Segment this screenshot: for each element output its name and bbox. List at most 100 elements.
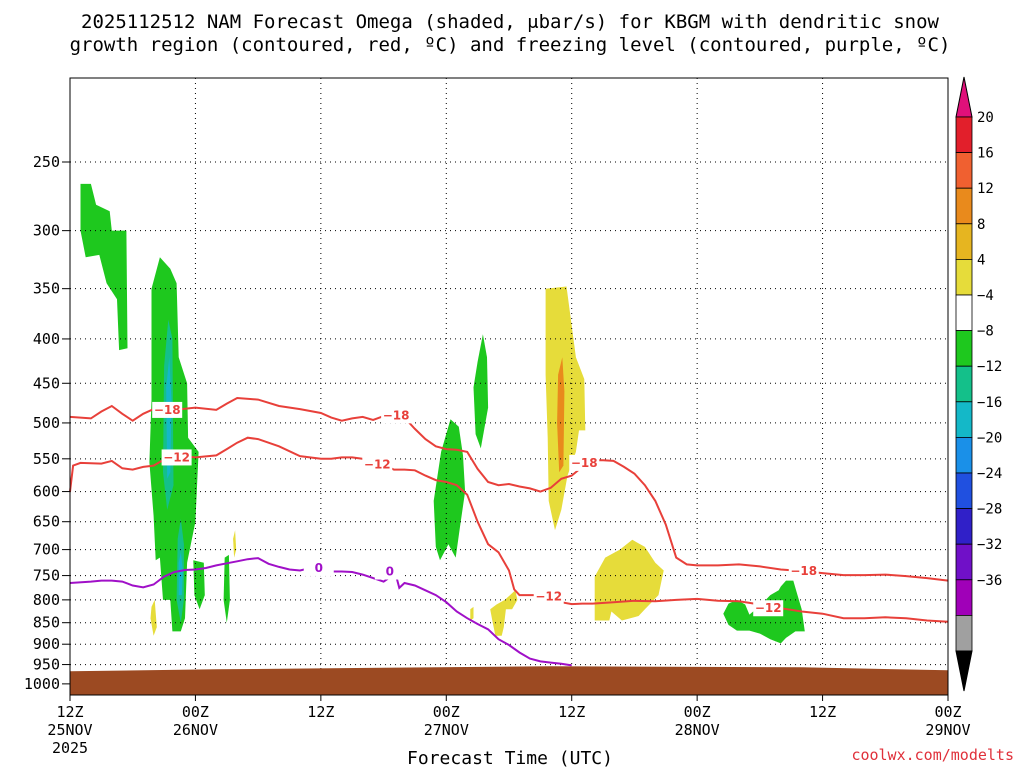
colorbar-swatch-10 bbox=[955, 472, 973, 509]
omega-region-3 bbox=[166, 357, 172, 479]
x-tick-label-0-2: 2025 bbox=[52, 739, 88, 757]
dgz-contour-1-label-bg-1 bbox=[362, 456, 393, 473]
plot-background bbox=[70, 78, 948, 695]
omega-region-7 bbox=[223, 554, 230, 623]
dgz-contour-0-label-bg-2 bbox=[569, 454, 600, 471]
colorbar-label-2: 12 bbox=[977, 181, 994, 197]
colorbar-label-0: 20 bbox=[977, 110, 994, 126]
y-tick-label-500: 500 bbox=[33, 414, 60, 432]
omega-region-10 bbox=[433, 419, 466, 561]
omega-region-14 bbox=[490, 590, 518, 636]
dgz-contour-0-label-bg-1 bbox=[381, 407, 412, 424]
omega-region-12 bbox=[545, 286, 586, 531]
plot-area bbox=[70, 78, 948, 695]
dgz-contour-0-label-bg-3 bbox=[788, 563, 819, 580]
x-tick-label-36-0: 00Z bbox=[433, 703, 460, 721]
y-tick-label-550: 550 bbox=[33, 450, 60, 468]
x-tick-label-24-0: 12Z bbox=[307, 703, 334, 721]
dgz-contour-1-label-0: −12 bbox=[163, 450, 190, 464]
y-tick-label-350: 350 bbox=[33, 280, 60, 298]
axes: 250 300 350 400 450 500 550 600 650 700 750 800 850 9… bbox=[24, 77, 971, 757]
colorbar-swatch-12 bbox=[955, 543, 973, 581]
contour-lines: −18 −18 −18 −18 −12 −12 −12 −12 0 0 bbox=[69, 396, 949, 667]
colorbar-swatch-4 bbox=[955, 258, 973, 296]
y-tick-label-650: 650 bbox=[33, 513, 60, 531]
dgz-contour-0-line bbox=[69, 396, 949, 582]
freezing-level-label-bg-1 bbox=[374, 563, 405, 580]
y-tick-label-600: 600 bbox=[33, 483, 60, 501]
colorbar: 20 16 12 8 4 −4 −8 −12 −16 −20 −24 −28 −32 −36 bbox=[955, 76, 1002, 692]
colorbar-swatch-0 bbox=[955, 116, 973, 153]
colorbar-swatch-3 bbox=[955, 223, 973, 260]
freezing-level-label-0: 0 bbox=[315, 561, 323, 575]
colorbar-label-13: −36 bbox=[977, 573, 1002, 589]
x-tick-label-60-0: 00Z bbox=[684, 703, 711, 721]
colorbar-swatch-6 bbox=[955, 330, 973, 367]
colorbar-swatch-14 bbox=[955, 615, 973, 652]
colorbar-label-10: −24 bbox=[977, 466, 1002, 482]
y-tick-label-700: 700 bbox=[33, 541, 60, 559]
credit-text: coolwx.com/modelts bbox=[851, 746, 1014, 764]
freezing-level-label-bg-0 bbox=[303, 559, 334, 576]
omega-region-0 bbox=[80, 183, 128, 351]
colorbar-swatch-11 bbox=[955, 508, 973, 545]
colorbar-label-5: −4 bbox=[977, 288, 994, 304]
freezing-level-label-1: 0 bbox=[386, 565, 394, 579]
colorbar-label-8: −16 bbox=[977, 395, 1002, 411]
omega-region-13 bbox=[557, 357, 565, 473]
colorbar-label-4: 4 bbox=[977, 252, 985, 268]
y-tick-label-400: 400 bbox=[33, 330, 60, 348]
colorbar-swatch-1 bbox=[955, 152, 973, 189]
freezing-level-line bbox=[69, 557, 572, 667]
dgz-contour-0-label-bg-0 bbox=[152, 401, 183, 418]
dgz-contour-0-label-3: −18 bbox=[790, 564, 817, 578]
chart-title-line1: 2025112512 NAM Forecast Omega (shaded, μ… bbox=[81, 11, 939, 33]
omega-region-11 bbox=[473, 334, 489, 449]
plot-frame bbox=[69, 77, 949, 696]
colorbar-label-3: 8 bbox=[977, 217, 985, 233]
y-tick-label-250: 250 bbox=[33, 153, 60, 171]
x-tick-label-72-0: 12Z bbox=[809, 703, 836, 721]
x-tick-label-48-0: 12Z bbox=[558, 703, 585, 721]
y-tick-label-450: 450 bbox=[33, 374, 60, 392]
y-tick-label-1000: 1000 bbox=[24, 675, 60, 693]
omega-region-6 bbox=[193, 560, 205, 610]
dgz-contour-0-label-1: −18 bbox=[383, 408, 410, 422]
x-tick-label-12-1: 26NOV bbox=[173, 721, 218, 739]
colorbar-swatch-13 bbox=[955, 579, 973, 616]
x-tick-label-84-0: 00Z bbox=[934, 703, 961, 721]
omega-region-5 bbox=[178, 552, 183, 596]
x-tick-label-84-1: 29NOV bbox=[925, 721, 970, 739]
colorbar-swatch-8 bbox=[955, 401, 973, 438]
y-tick-label-850: 850 bbox=[33, 614, 60, 632]
y-tick-label-750: 750 bbox=[33, 567, 60, 585]
colorbar-label-6: −8 bbox=[977, 324, 994, 340]
colorbar-label-9: −20 bbox=[977, 430, 1002, 446]
dgz-contour-1-label-bg-0 bbox=[161, 449, 192, 466]
colorbar-swatch-7 bbox=[955, 365, 973, 403]
y-tick-label-900: 900 bbox=[33, 635, 60, 653]
ground-layer bbox=[70, 666, 948, 695]
colorbar-swatch-5 bbox=[955, 294, 973, 331]
colorbar-label-1: 16 bbox=[977, 146, 994, 162]
omega-region-1 bbox=[149, 257, 199, 632]
colorbar-label-11: −28 bbox=[977, 502, 1002, 518]
x-tick-label-0-0: 12Z bbox=[56, 703, 83, 721]
chart-title-line2: growth region (contoured, red, ºC) and f… bbox=[70, 34, 951, 56]
omega-region-15 bbox=[470, 606, 474, 621]
x-tick-label-60-1: 28NOV bbox=[675, 721, 720, 739]
dgz-contour-0-label-2: −18 bbox=[571, 456, 598, 470]
dgz-contour-1-label-bg-2 bbox=[533, 588, 564, 605]
dgz-contour-1-label-bg-3 bbox=[753, 600, 784, 617]
dgz-contour-1-label-3: −12 bbox=[755, 601, 782, 615]
x-tick-label-36-1: 27NOV bbox=[424, 721, 469, 739]
colorbar-label-7: −12 bbox=[977, 359, 1002, 375]
y-tick-label-950: 950 bbox=[33, 656, 60, 674]
ground-surface bbox=[70, 666, 948, 695]
colorbar-bottom-arrow bbox=[955, 650, 973, 692]
x-axis-label: Forecast Time (UTC) bbox=[407, 748, 613, 768]
colorbar-label-12: −32 bbox=[977, 537, 1002, 553]
dgz-contour-1-label-2: −12 bbox=[535, 590, 562, 604]
colorbar-swatch-2 bbox=[955, 187, 973, 225]
